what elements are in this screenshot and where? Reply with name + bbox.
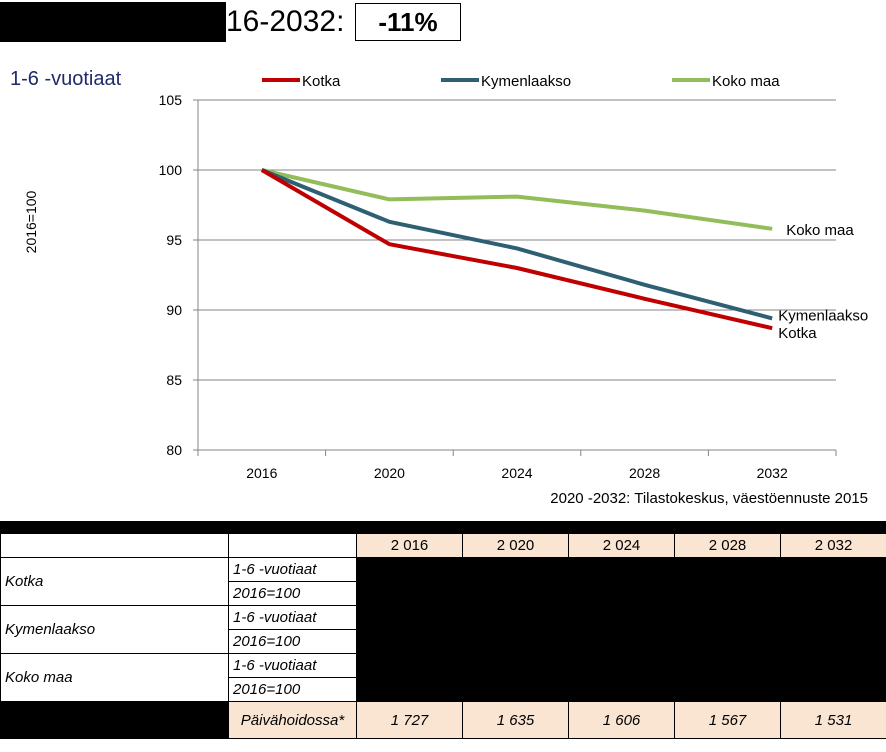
- series-line-koko-maa: [261, 168, 773, 231]
- end-label: Koko maa: [786, 222, 854, 239]
- redacted-values: [355, 557, 886, 702]
- daycare-label: Päivähoidossa*: [228, 701, 357, 739]
- row-sub-label: 1-6 -vuotiaat: [228, 653, 357, 678]
- year-header: 2 028: [674, 533, 781, 558]
- y-tick-label: 90: [166, 302, 182, 318]
- redacted-label: [0, 701, 229, 739]
- chart-subtitle: 1-6 -vuotiaat: [10, 68, 122, 90]
- x-tick-label: 2024: [501, 465, 532, 481]
- y-tick-label: 95: [166, 232, 182, 248]
- y-tick-label: 100: [159, 162, 183, 178]
- line-chart: 105 100 95 90 85 80 2016 2020 2024 2028 2032 Kotka…: [23, 73, 868, 507]
- redacted-title-block: [0, 2, 226, 42]
- daycare-value: 1 606: [568, 701, 675, 739]
- end-label: Kotka: [778, 325, 817, 342]
- row-sub-label: 1-6 -vuotiaat: [228, 605, 357, 630]
- x-tick-label: 2032: [757, 465, 788, 481]
- change-percent-box: -11%: [355, 3, 461, 41]
- x-tick-label: 2020: [374, 465, 405, 481]
- data-table: 2 016 2 020 2 024 2 028 2 032 Kotka 1-6 …: [0, 521, 886, 739]
- legend-label: Kymenlaakso: [481, 73, 571, 90]
- daycare-value: 1 635: [462, 701, 569, 739]
- legend-label: Koko maa: [712, 73, 780, 90]
- header-empty: [0, 533, 229, 558]
- source-note: 2020 -2032: Tilastokeskus, väestöennuste…: [550, 490, 868, 507]
- year-header: 2 032: [779, 533, 886, 558]
- daycare-value: 1 567: [674, 701, 781, 739]
- row-sub-label: 2016=100: [228, 581, 357, 606]
- table-top-bar: [0, 521, 229, 534]
- row-name-koko-maa: Koko maa: [0, 653, 229, 702]
- row-sub-label: 2016=100: [228, 629, 357, 654]
- y-tick-label: 85: [166, 372, 182, 388]
- row-name-kotka: Kotka: [0, 557, 229, 606]
- year-header: 2 024: [568, 533, 675, 558]
- y-axis-label: 2016=100: [23, 190, 39, 253]
- year-header: 2 020: [462, 533, 569, 558]
- x-tick-label: 2016: [246, 465, 277, 481]
- year-header: 2 016: [356, 533, 463, 558]
- series-line-kymenlaakso: [261, 168, 773, 321]
- y-tick-label: 105: [159, 92, 183, 108]
- x-tick-label: 2028: [629, 465, 660, 481]
- end-label: Kymenlaakso: [778, 307, 868, 324]
- row-name-kymenlaakso: Kymenlaakso: [0, 605, 229, 654]
- page-title: 16-2032:: [226, 5, 345, 38]
- row-sub-label: 2016=100: [228, 677, 357, 702]
- row-sub-label: 1-6 -vuotiaat: [228, 557, 357, 582]
- daycare-value: 1 727: [356, 701, 463, 739]
- series-line-kotka: [260, 168, 773, 331]
- daycare-value: 1 531: [779, 701, 886, 739]
- y-tick-label: 80: [166, 442, 182, 458]
- legend-label: Kotka: [302, 73, 341, 90]
